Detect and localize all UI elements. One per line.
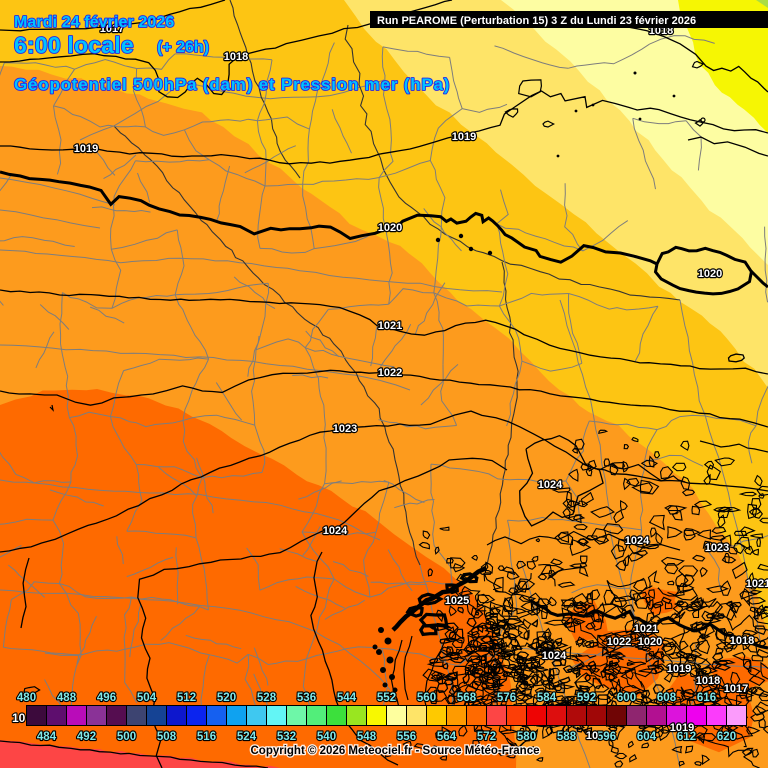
svg-text:1025: 1025: [445, 595, 469, 607]
svg-text:600: 600: [617, 692, 636, 704]
svg-text:588: 588: [557, 731, 577, 743]
svg-text:1017: 1017: [724, 683, 748, 695]
svg-text:10: 10: [12, 711, 26, 725]
svg-text:1024: 1024: [625, 535, 650, 547]
svg-text:552: 552: [377, 692, 396, 704]
svg-text:Copyright © 2026 Meteociel.fr: Copyright © 2026 Meteociel.fr - Source M…: [250, 745, 539, 757]
svg-text:544: 544: [337, 692, 357, 704]
svg-text:(+ 26h): (+ 26h): [157, 39, 209, 56]
svg-text:1024: 1024: [538, 479, 563, 491]
svg-text:620: 620: [717, 731, 736, 743]
svg-text:1023: 1023: [705, 542, 729, 554]
svg-text:1020: 1020: [638, 636, 662, 648]
svg-text:500: 500: [117, 731, 136, 743]
svg-text:1022: 1022: [607, 636, 631, 648]
svg-text:1019: 1019: [670, 722, 694, 734]
svg-text:1021: 1021: [634, 623, 658, 635]
svg-text:584: 584: [537, 692, 557, 704]
svg-text:596: 596: [597, 731, 616, 743]
svg-text:616: 616: [697, 692, 716, 704]
svg-text:488: 488: [57, 692, 77, 704]
svg-text:540: 540: [317, 731, 336, 743]
svg-text:1018: 1018: [696, 675, 720, 687]
svg-text:Géopotentiel 500hPa (dam) et P: Géopotentiel 500hPa (dam) et Pression me…: [14, 75, 450, 94]
svg-text:572: 572: [477, 731, 496, 743]
svg-text:576: 576: [497, 692, 516, 704]
svg-text:528: 528: [257, 692, 277, 704]
svg-text:496: 496: [97, 692, 116, 704]
svg-text:560: 560: [417, 692, 436, 704]
svg-text:1019: 1019: [667, 663, 691, 675]
svg-text:1019: 1019: [74, 143, 98, 155]
svg-text:604: 604: [637, 731, 657, 743]
svg-text:608: 608: [657, 692, 677, 704]
svg-text:512: 512: [177, 692, 196, 704]
svg-text:556: 556: [397, 731, 416, 743]
svg-text:536: 536: [297, 692, 316, 704]
svg-text:Mardi 24 février 2026: Mardi 24 février 2026: [14, 14, 174, 31]
svg-text:520: 520: [217, 692, 236, 704]
svg-text:508: 508: [157, 731, 177, 743]
svg-text:548: 548: [357, 731, 377, 743]
svg-text:492: 492: [77, 731, 96, 743]
svg-text:1018: 1018: [730, 635, 754, 647]
svg-text:1019: 1019: [452, 131, 476, 143]
svg-text:Run PEAROME (Perturbation 15): Run PEAROME (Perturbation 15) 3 Z du Lun…: [377, 15, 696, 27]
svg-text:524: 524: [237, 731, 257, 743]
svg-text:1024: 1024: [323, 525, 348, 537]
svg-text:1021: 1021: [378, 320, 402, 332]
svg-text:580: 580: [517, 731, 536, 743]
svg-text:1021: 1021: [746, 578, 768, 590]
svg-text:1023: 1023: [333, 423, 357, 435]
svg-text:1024: 1024: [542, 650, 567, 662]
svg-text:1022: 1022: [378, 367, 402, 379]
svg-text:1018: 1018: [224, 51, 248, 63]
svg-text:1020: 1020: [698, 268, 722, 280]
svg-text:6:00 locale: 6:00 locale: [14, 32, 134, 58]
svg-text:568: 568: [457, 692, 477, 704]
svg-text:564: 564: [437, 731, 457, 743]
svg-text:612: 612: [677, 731, 696, 743]
svg-text:516: 516: [197, 731, 216, 743]
svg-text:10: 10: [586, 730, 598, 742]
svg-text:1017: 1017: [100, 23, 124, 35]
svg-text:480: 480: [17, 692, 36, 704]
svg-text:504: 504: [137, 692, 157, 704]
svg-text:592: 592: [577, 692, 596, 704]
svg-text:484: 484: [37, 731, 57, 743]
svg-text:532: 532: [277, 731, 296, 743]
svg-text:1020: 1020: [378, 222, 402, 234]
